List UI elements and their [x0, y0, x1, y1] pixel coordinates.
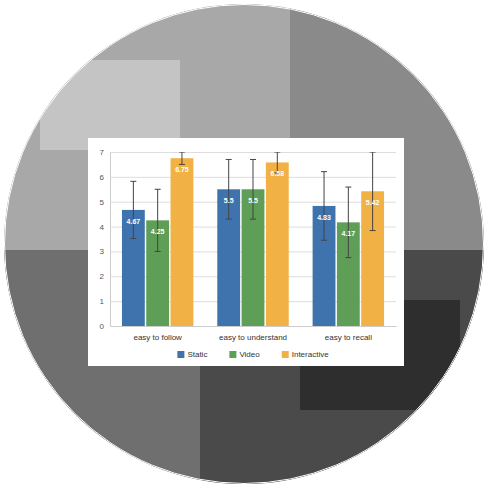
y-tick-label: 3: [100, 247, 105, 256]
bar: [266, 162, 289, 326]
grid-line: [110, 326, 396, 327]
error-cap: [179, 164, 185, 165]
error-cap: [370, 152, 376, 153]
data-label: 4.67: [127, 218, 141, 225]
data-label: 5.42: [366, 199, 380, 206]
error-bar: [130, 181, 136, 238]
error-bar: [155, 189, 161, 251]
error-stem: [133, 181, 134, 238]
error-cap: [321, 171, 327, 172]
collage-outline: [5, 5, 484, 484]
error-bar: [226, 159, 232, 219]
error-cap: [250, 219, 256, 220]
legend-item: Interactive: [282, 350, 329, 359]
y-tick-label: 2: [100, 272, 105, 281]
chart-card: [88, 138, 404, 366]
legend-swatch: [177, 351, 184, 358]
y-tick-label: 0: [100, 322, 105, 331]
error-cap: [226, 219, 232, 220]
error-cap: [345, 257, 351, 258]
y-axis-line: [111, 153, 397, 327]
error-bar: [250, 159, 256, 219]
plot-area: [122, 152, 384, 326]
legend-label: Static: [187, 350, 207, 359]
error-cap: [226, 159, 232, 160]
legend-swatch: [229, 351, 236, 358]
error-stem: [324, 172, 325, 241]
error-cap: [274, 152, 280, 153]
y-axis: 0 1 2 3 4 5 6 7: [100, 148, 396, 331]
y-tick-label: 5: [100, 198, 105, 207]
error-stem: [372, 152, 373, 231]
error-bar: [370, 152, 376, 231]
legend-label: Video: [239, 350, 260, 359]
series-2: [171, 152, 385, 326]
legend-label: Interactive: [292, 350, 329, 359]
data-label: 4.25: [151, 228, 165, 235]
error-cap: [130, 181, 136, 182]
error-cap: [179, 152, 185, 153]
legend: Static Video Interactive: [177, 350, 329, 359]
error-stem: [157, 189, 158, 251]
error-cap: [370, 230, 376, 231]
y-tick: 6: [100, 173, 396, 182]
photo-collage: [0, 0, 488, 488]
error-stem: [348, 187, 349, 258]
data-label: 6.58: [270, 170, 284, 177]
y-tick-label: 1: [100, 297, 105, 306]
x-axis-line: [111, 326, 397, 327]
error-cap: [155, 251, 161, 252]
data-labels: 4.67 5.5 4.83 4.25 5.5 4.17 6.75 6.58 5.42: [127, 166, 380, 237]
x-tick: easy to recall: [325, 326, 372, 342]
error-cap: [321, 240, 327, 241]
series-0: [122, 159, 336, 326]
error-stem: [181, 152, 182, 164]
error-stem: [228, 159, 229, 219]
error-cap: [155, 189, 161, 190]
error-cap: [250, 159, 256, 160]
error-bar: [345, 187, 351, 258]
error-cap: [130, 238, 136, 239]
error-bar: [179, 152, 185, 164]
chart-svg: 0 1 2 3 4 5 6 7 easy to follow easy to understand…: [0, 0, 488, 488]
data-label: 4.83: [317, 214, 331, 221]
data-label: 5.5: [224, 197, 234, 204]
error-bar: [321, 172, 327, 241]
y-tick-label: 7: [100, 148, 105, 157]
legend-swatch: [282, 351, 289, 358]
grid-line: [110, 152, 396, 153]
x-axis: easy to follow easy to understand easy to …: [111, 326, 397, 342]
x-tick-label: easy to recall: [325, 333, 372, 342]
photo-tile: [40, 60, 180, 150]
y-tick: 7: [100, 148, 396, 157]
x-tick: easy to follow: [133, 326, 182, 342]
bar: [171, 158, 194, 326]
error-stem: [253, 159, 254, 219]
data-label: 5.5: [248, 197, 258, 204]
x-tick: easy to understand: [219, 326, 287, 342]
data-label: 4.17: [342, 230, 356, 237]
data-label: 6.75: [175, 166, 189, 173]
x-tick-label: easy to follow: [133, 333, 182, 342]
x-tick-label: easy to understand: [219, 333, 287, 342]
legend-item: Video: [229, 350, 260, 359]
error-cap: [345, 187, 351, 188]
y-tick-label: 4: [100, 223, 105, 232]
legend-item: Static: [177, 350, 207, 359]
y-tick-label: 6: [100, 173, 105, 182]
